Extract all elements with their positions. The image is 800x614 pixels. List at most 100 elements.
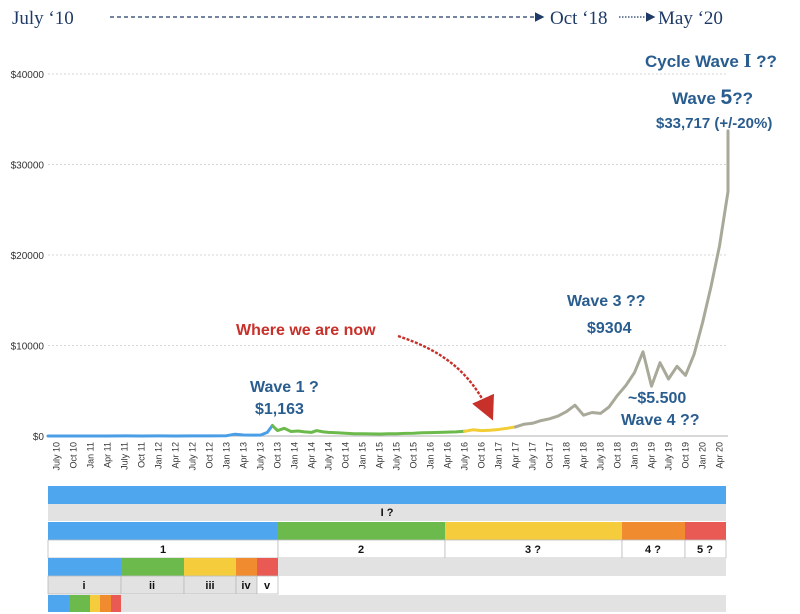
minor-bar-3 <box>90 595 100 612</box>
y-tick-label: $20000 <box>11 251 45 262</box>
x-tick-label: Jan 16 <box>426 442 436 469</box>
x-tick-label: Apr 16 <box>443 442 453 469</box>
x-tick-label: Jan 19 <box>630 442 640 469</box>
x-tick-label: Oct 19 <box>681 442 691 469</box>
x-tick-label: Oct 13 <box>273 442 283 469</box>
x-tick-label: Oct 17 <box>545 442 555 469</box>
cycle-label-cell <box>48 504 726 521</box>
timeline-end: May ‘20 <box>658 8 723 29</box>
x-tick-label: July 15 <box>392 442 402 471</box>
primary-label-2: 2 <box>358 544 364 556</box>
x-tick-label: Apr 19 <box>647 442 657 469</box>
intermediate-bar-ii <box>121 558 184 576</box>
intermediate-label-iv: iv <box>241 580 251 592</box>
minor-bar-2 <box>69 595 90 612</box>
y-tick-label: $40000 <box>11 70 45 81</box>
y-axis-ticks: $0 $10000 $20000 $30000 $40000 <box>11 70 45 443</box>
cycle-wave-label: Cycle Wave I ?? <box>645 50 777 72</box>
x-tick-label: Oct 10 <box>69 442 79 469</box>
x-tick-label: Apr 18 <box>579 442 589 469</box>
intermediate-bar-iii <box>184 558 236 576</box>
x-tick-label: Oct 18 <box>613 442 623 469</box>
intermediate-bar-v <box>257 558 278 576</box>
series-line-2 <box>270 424 466 436</box>
minor-bg <box>48 595 726 612</box>
minor-bar-4 <box>100 595 111 612</box>
x-tick-label: Jan 17 <box>494 442 504 469</box>
y-tick-label: $30000 <box>11 161 45 172</box>
wave4-value: ~$5.500 <box>628 390 686 407</box>
primary-bar-5 <box>685 522 726 540</box>
minor-bar-5 <box>111 595 121 612</box>
x-tick-label: July 10 <box>52 442 62 471</box>
cycle-bar <box>48 486 726 504</box>
x-tick-label: Oct 12 <box>205 442 215 469</box>
timeline-mid: Oct ‘18 <box>550 8 608 29</box>
intermediate-cell-v <box>256 575 279 595</box>
primary-bar-4 <box>622 522 685 540</box>
price-series <box>46 129 730 438</box>
x-tick-label: Oct 16 <box>477 442 487 469</box>
intermediate-label-ii: ii <box>149 580 155 592</box>
x-tick-label: Apr 12 <box>171 442 181 469</box>
primary-label-3: 3 ? <box>525 544 541 556</box>
x-tick-label: July 18 <box>596 442 606 471</box>
wave1-value: $1,163 <box>255 401 304 418</box>
wave5-title: Wave 5?? <box>672 86 753 109</box>
x-tick-label: Jan 13 <box>222 442 232 469</box>
x-tick-label: Jan 20 <box>698 442 708 469</box>
wave3-value: $9304 <box>587 320 632 337</box>
cycle-label: I ? <box>381 507 394 519</box>
series-line-4 <box>514 129 730 429</box>
intermediate-label-i: i <box>82 580 85 592</box>
x-tick-label: July 19 <box>664 442 674 471</box>
now-arrow <box>397 334 494 421</box>
x-tick-label: Jan 18 <box>562 442 572 469</box>
x-tick-label: Jan 11 <box>86 442 96 468</box>
primary-bar-1 <box>48 522 278 540</box>
y-tick-label: $10000 <box>11 342 45 353</box>
x-tick-label: Oct 14 <box>341 442 351 469</box>
primary-label-4: 4 ? <box>645 544 661 556</box>
timeline-start: July ‘10 <box>12 8 74 29</box>
x-tick-label: Jan 12 <box>154 442 164 469</box>
intermediate-bar-i <box>48 558 121 576</box>
wave4-title: Wave 4 ?? <box>621 412 700 429</box>
x-tick-label: Oct 11 <box>137 442 147 468</box>
x-tick-label: July 13 <box>256 442 266 471</box>
wave-rows: I ? 1 2 3 ? 4 ? 5 ? i ii iii iv v <box>47 486 727 612</box>
primary-bar-2 <box>278 522 445 540</box>
x-tick-label: Apr 20 <box>715 442 725 469</box>
x-tick-label: Apr 17 <box>511 442 521 469</box>
x-tick-label: Apr 11 <box>103 442 113 468</box>
x-tick-label: Oct 15 <box>409 442 419 469</box>
x-tick-label: July 14 <box>324 442 334 471</box>
chart-grid <box>48 73 728 346</box>
x-tick-label: Apr 15 <box>375 442 385 469</box>
primary-label-5: 5 ? <box>697 544 713 556</box>
x-axis-ticks: July 10 Oct 10 Jan 11 Apr 11 July 11 Oct 11 Ja… <box>52 442 725 471</box>
series-line-3 <box>463 425 517 433</box>
timeline-header: July ‘10 Oct ‘18 May ‘20 <box>12 8 723 29</box>
now-label: Where we are now <box>236 322 376 339</box>
wave3-title: Wave 3 ?? <box>567 293 646 310</box>
wave1-title: Wave 1 ? <box>250 379 319 396</box>
chart-annotations: Where we are now Wave 1 ? $1,163 Wave 3 … <box>236 50 777 429</box>
minor-bar-1 <box>48 595 69 612</box>
y-tick-label: $0 <box>33 432 45 443</box>
intermediate-label-v: v <box>264 580 271 592</box>
intermediate-label-iii: iii <box>205 580 214 592</box>
x-tick-label: Apr 14 <box>307 442 317 469</box>
primary-bar-3 <box>445 522 622 540</box>
x-tick-label: July 11 <box>120 442 130 470</box>
series-line-1 <box>46 424 274 438</box>
primary-label-1: 1 <box>160 544 166 556</box>
x-tick-label: Jan 15 <box>358 442 368 469</box>
x-tick-label: Jan 14 <box>290 442 300 469</box>
x-tick-label: July 12 <box>188 442 198 471</box>
wave5-value: $33,717 (+/-20%) <box>656 115 772 132</box>
intermediate-bar-iv <box>236 558 257 576</box>
x-tick-label: July 16 <box>460 442 470 471</box>
x-tick-label: Apr 13 <box>239 442 249 469</box>
